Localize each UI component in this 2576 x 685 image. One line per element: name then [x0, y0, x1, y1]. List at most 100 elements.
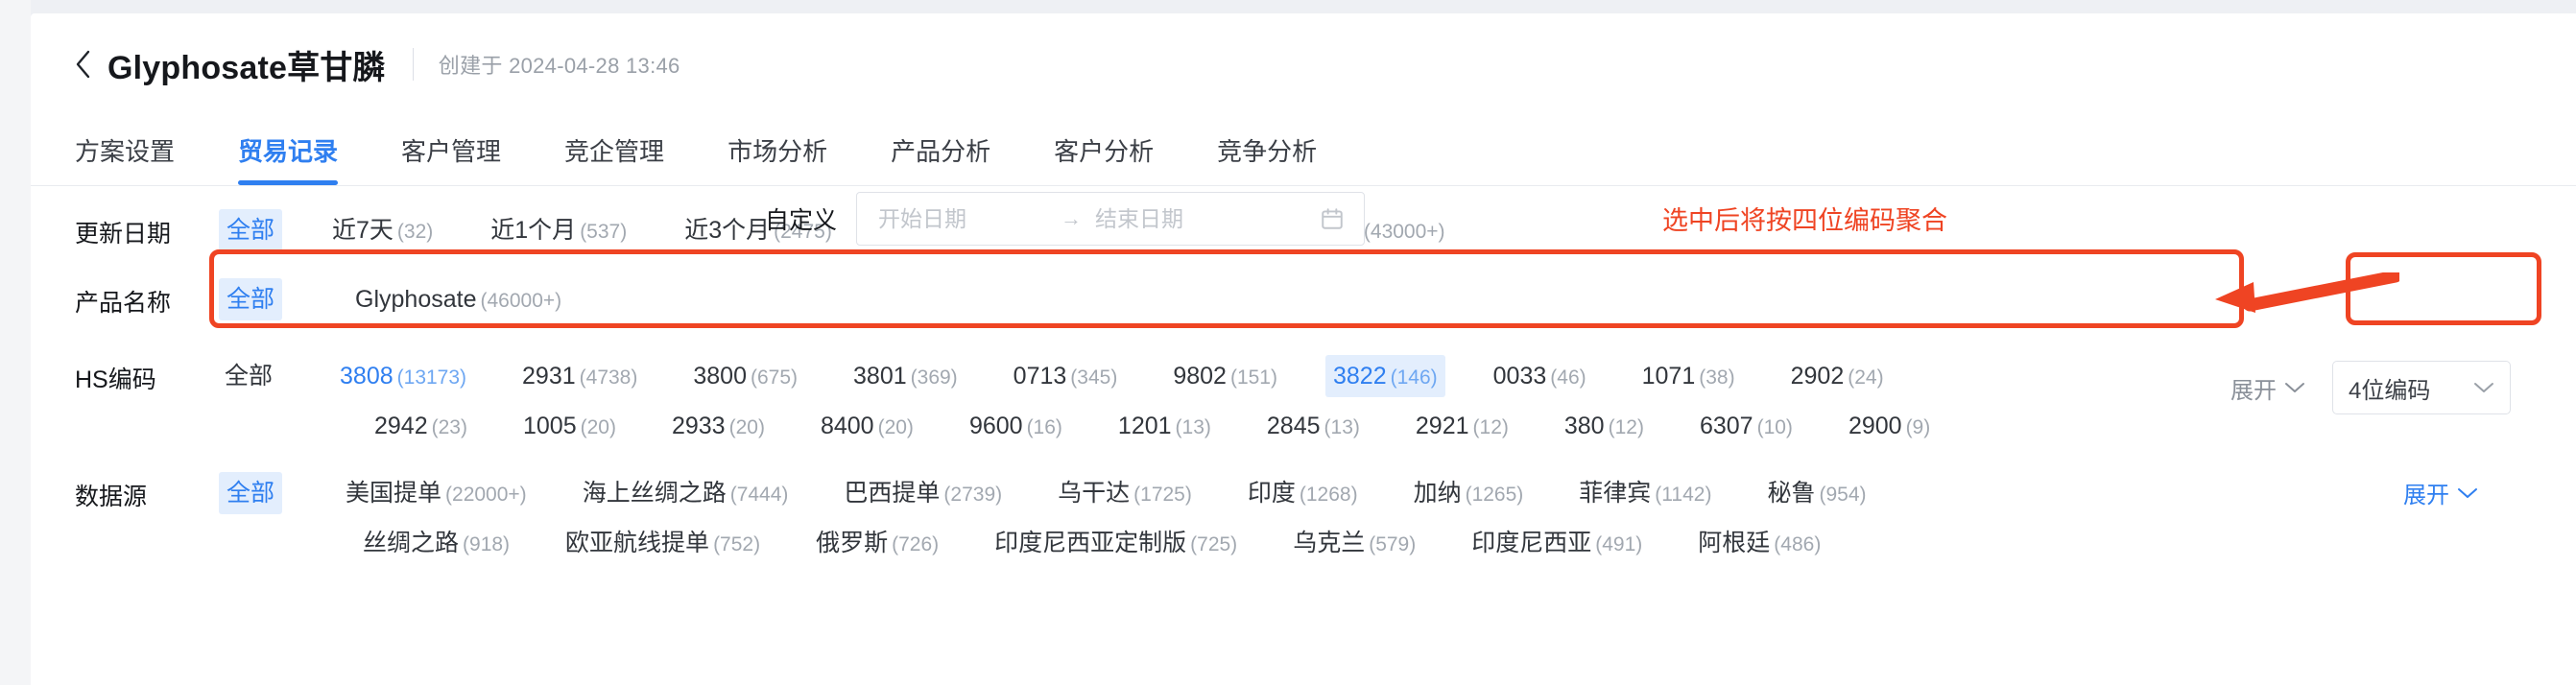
hs-option-0713[interactable]: 0713 (345)	[1006, 355, 1126, 397]
source-option-silk-road-label: 丝绸之路	[363, 530, 460, 556]
product-option-glyphosate-count: (46000+)	[480, 290, 562, 312]
hs-option-0713-count: (345)	[1070, 366, 1118, 389]
source-option-all[interactable]: 全部	[219, 472, 283, 514]
hs-option-8400[interactable]: 8400 (20)	[813, 405, 921, 447]
source-option-ghana[interactable]: 加纳 (1265)	[1406, 472, 1532, 514]
source-option-brazil-bl-count: (2739)	[943, 484, 1003, 506]
source-option-maritime-silk-road-count: (7444)	[729, 484, 789, 506]
source-option-silk-road-count: (918)	[463, 533, 511, 555]
hs-option-2900[interactable]: 2900 (9)	[1841, 405, 1938, 447]
filter-label-hs-code: HS编码	[75, 366, 156, 393]
hs-option-2931[interactable]: 2931 (4738)	[514, 355, 645, 397]
hs-option-2931-count: (4738)	[579, 366, 638, 389]
hs-option-all[interactable]: 全部	[225, 363, 274, 390]
tab-mao-yi-ji-lu[interactable]: 贸易记录	[238, 132, 339, 185]
source-option-indonesia[interactable]: 印度尼西亚 (491)	[1464, 522, 1650, 564]
hs-option-2902-count: (24)	[1848, 366, 1884, 389]
hs-option-9802[interactable]: 9802 (151)	[1165, 355, 1285, 397]
tab-ke-hu-guan-li[interactable]: 客户管理	[401, 137, 502, 166]
hs-option-2845-count: (13)	[1324, 416, 1360, 438]
hs-option-2845[interactable]: 2845 (13)	[1259, 405, 1368, 447]
data-source-expand-label: 展开	[2403, 483, 2449, 508]
filter-label-data-source: 数据源	[75, 484, 148, 510]
source-option-indonesia-custom-count: (725)	[1190, 533, 1238, 555]
source-option-peru[interactable]: 秘鲁 (954)	[1759, 472, 1873, 514]
source-option-philippines[interactable]: 菲律宾 (1142)	[1571, 472, 1719, 514]
source-option-russia[interactable]: 俄罗斯 (726)	[808, 522, 946, 564]
hs-option-3808-count: (13173)	[396, 366, 467, 389]
date-option-1m[interactable]: 近1个月 (537)	[483, 209, 634, 251]
tab-chan-pin-fen-xi[interactable]: 产品分析	[891, 137, 991, 166]
source-option-brazil-bl[interactable]: 巴西提单 (2739)	[836, 472, 1010, 514]
source-option-silk-road[interactable]: 丝绸之路 (918)	[355, 522, 517, 564]
hs-option-2942-label: 2942	[374, 413, 428, 439]
source-option-ukraine[interactable]: 乌克兰 (579)	[1285, 522, 1423, 564]
product-name-options: 全部 Glyphosate (46000+)	[219, 278, 611, 320]
source-option-eurasia-bl[interactable]: 欧亚航线提单 (752)	[558, 522, 768, 564]
source-option-india-label: 印度	[1247, 480, 1296, 507]
hs-option-3822-count: (146)	[1390, 366, 1438, 389]
start-date-input[interactable]	[876, 204, 1049, 233]
custom-range-label: 自定义	[764, 207, 837, 234]
chevron-left-icon[interactable]	[75, 50, 92, 79]
source-option-uganda-count: (1725)	[1133, 484, 1192, 506]
hs-option-3808[interactable]: 3808 (13173)	[332, 355, 474, 397]
custom-date-range: 自定义 →	[765, 192, 1365, 246]
hs-option-3800-label: 3800	[693, 363, 747, 390]
hs-option-6307[interactable]: 6307 (10)	[1692, 405, 1801, 447]
source-option-uganda[interactable]: 乌干达 (1725)	[1050, 472, 1200, 514]
date-option-3m[interactable]: 近3个月 (2475)	[677, 209, 840, 251]
tab-jing-qi-guan-li[interactable]: 竞企管理	[564, 137, 665, 166]
chevron-down-icon	[2473, 381, 2494, 394]
hs-option-1005[interactable]: 1005 (20)	[515, 405, 624, 447]
source-option-india[interactable]: 印度 (1268)	[1240, 472, 1366, 514]
source-option-us-bl[interactable]: 美国提单 (22000+)	[338, 472, 535, 514]
hs-option-2921[interactable]: 2921 (12)	[1408, 405, 1516, 447]
tab-shi-chang-fen-xi[interactable]: 市场分析	[727, 137, 828, 166]
hs-option-1071[interactable]: 1071 (38)	[1634, 355, 1743, 397]
tab-ke-hu-fen-xi[interactable]: 客户分析	[1054, 137, 1155, 166]
source-option-maritime-silk-road[interactable]: 海上丝绸之路 (7444)	[575, 472, 797, 514]
hs-option-2942[interactable]: 2942 (23)	[367, 405, 475, 447]
hs-option-9600-label: 9600	[968, 413, 1023, 439]
hs-option-2902[interactable]: 2902 (24)	[1783, 355, 1892, 397]
hs-option-2931-label: 2931	[522, 363, 576, 390]
source-option-uganda-label: 乌干达	[1058, 480, 1131, 507]
hs-expand-link[interactable]: 展开	[2230, 371, 2305, 405]
hs-option-2933[interactable]: 2933 (20)	[664, 405, 773, 447]
source-option-ghana-label: 加纳	[1413, 480, 1462, 507]
end-date-input[interactable]	[1093, 204, 1266, 233]
source-option-argentina-label: 阿根廷	[1698, 530, 1771, 556]
hs-option-2900-label: 2900	[1848, 413, 1902, 439]
data-source-controls: 展开	[2403, 476, 2505, 509]
product-option-all[interactable]: 全部	[219, 278, 283, 320]
hs-option-0033[interactable]: 0033 (46)	[1486, 355, 1594, 397]
filter-row-update-date: 更新日期 全部 近7天 (32) 近1个月 (537) 近3个月 (2475)	[31, 192, 2576, 265]
source-option-indonesia-custom[interactable]: 印度尼西亚定制版 (725)	[987, 522, 1245, 564]
data-source-options: 全部 美国提单 (22000+) 海上丝绸之路 (7444) 巴西提单 (2739) …	[219, 472, 1915, 564]
filter-row-data-source: 数据源 全部 美国提单 (22000+) 海上丝绸之路 (7444) 巴西提单 (27…	[31, 472, 2576, 564]
source-option-indonesia-count: (491)	[1595, 533, 1643, 555]
tab-jing-zheng-fen-xi[interactable]: 竞争分析	[1217, 137, 1318, 166]
hs-option-3822[interactable]: 3822 (146)	[1324, 355, 1445, 397]
date-range-picker[interactable]: →	[856, 192, 1365, 246]
source-option-argentina[interactable]: 阿根廷 (486)	[1690, 522, 1828, 564]
hs-option-380[interactable]: 380 (12)	[1557, 405, 1652, 447]
hs-option-3808-label: 3808	[340, 363, 394, 390]
product-option-glyphosate[interactable]: Glyphosate (46000+)	[347, 278, 569, 320]
calendar-icon[interactable]	[1320, 206, 1345, 231]
hs-option-6307-count: (10)	[1756, 416, 1793, 438]
hs-option-9600[interactable]: 9600 (16)	[962, 405, 1070, 447]
date-option-7d[interactable]: 近7天 (32)	[324, 209, 441, 251]
hs-option-1201[interactable]: 1201 (13)	[1110, 405, 1219, 447]
date-option-all[interactable]: 全部	[219, 209, 283, 251]
chevron-down-icon	[2284, 381, 2305, 394]
hs-option-3800[interactable]: 3800 (675)	[685, 355, 805, 397]
tab-fang-an-she-zhi[interactable]: 方案设置	[75, 137, 176, 166]
hs-option-380-label: 380	[1563, 413, 1605, 439]
data-source-expand-link[interactable]: 展开	[2403, 476, 2478, 509]
title-divider	[412, 48, 414, 81]
hs-digit-select[interactable]: 4位编码	[2332, 361, 2511, 414]
hs-option-3801[interactable]: 3801 (369)	[846, 355, 966, 397]
